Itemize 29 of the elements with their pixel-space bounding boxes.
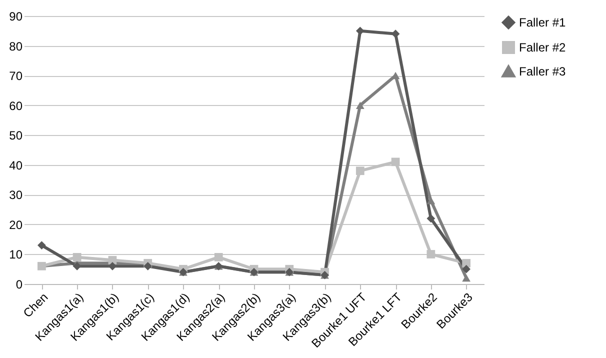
- point: [356, 166, 364, 176]
- y-tick-label: 10: [9, 248, 23, 262]
- point: [391, 158, 400, 166]
- point: [462, 274, 470, 282]
- y-tick-label: 40: [9, 158, 23, 172]
- point: [426, 197, 436, 204]
- point: [426, 250, 436, 258]
- y-tick-label: 50: [9, 128, 23, 143]
- y-tick-label: 30: [9, 188, 23, 202]
- legend-label: Faller #1: [519, 16, 566, 30]
- y-tick-label: 60: [9, 98, 23, 113]
- y-tick-label: 0: [16, 278, 23, 292]
- point: [462, 264, 470, 274]
- y-tick-label: 70: [9, 69, 23, 84]
- point: [72, 262, 82, 270]
- point: [426, 214, 436, 223]
- point: [462, 258, 470, 268]
- point: [356, 26, 364, 36]
- y-tick-label: 90: [9, 10, 23, 24]
- y-tick-label: 80: [9, 39, 23, 54]
- point: [214, 253, 223, 262]
- y-tick-label: 20: [9, 218, 23, 232]
- point: [108, 262, 117, 270]
- legend-label: Faller #3: [519, 64, 566, 78]
- point: [144, 262, 152, 270]
- legend-label: Faller #2: [519, 40, 566, 54]
- point: [38, 241, 46, 250]
- point: [356, 102, 364, 109]
- point: [72, 253, 82, 262]
